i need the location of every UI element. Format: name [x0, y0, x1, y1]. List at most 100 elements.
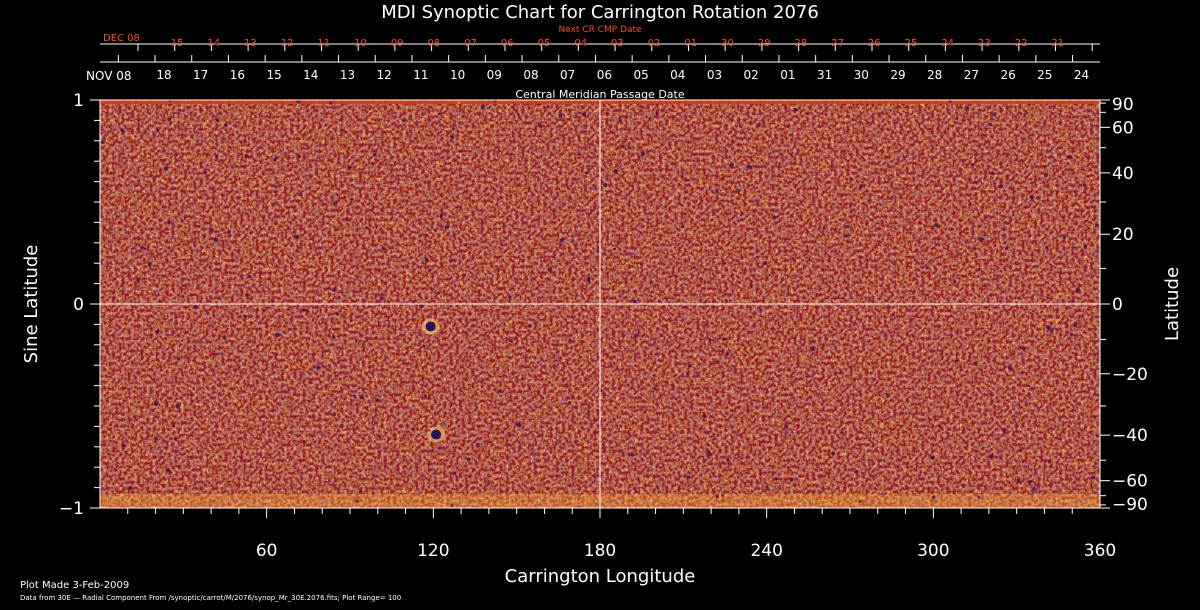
magnetic-speckle: [1094, 223, 1099, 228]
magnetic-speckle: [355, 499, 359, 503]
magnetic-speckle: [437, 112, 441, 116]
magnetic-speckle: [721, 494, 725, 497]
magnetic-speckle: [738, 124, 742, 128]
magnetic-speckle: [880, 422, 884, 426]
magnetic-speckle: [1069, 332, 1074, 337]
next-cr-date-label: 29: [758, 38, 771, 49]
next-cr-date-label: 10: [354, 38, 367, 49]
magnetic-speckle: [475, 442, 480, 447]
magnetic-speckle: [681, 225, 685, 229]
next-cr-date-label: 27: [831, 38, 844, 49]
magnetic-speckle: [374, 421, 378, 425]
magnetic-speckle: [197, 224, 200, 228]
magnetic-speckle: [466, 457, 471, 462]
magnetic-speckle: [1065, 360, 1069, 364]
magnetic-speckle: [196, 157, 198, 159]
next-cr-date-label: 24: [941, 38, 954, 49]
next-cr-date-label: 22: [1015, 38, 1028, 49]
magnetic-speckle: [110, 119, 113, 123]
magnetic-speckle: [800, 358, 804, 362]
magnetic-speckle: [372, 152, 377, 157]
magnetic-speckle: [1032, 487, 1036, 491]
magnetic-speckle: [537, 412, 540, 416]
magnetic-speckle: [258, 109, 262, 112]
magnetic-speckle: [1067, 154, 1073, 160]
magnetic-speckle: [204, 389, 208, 393]
magnetic-speckle: [245, 293, 249, 297]
cmp-axis-title: Central Meridian Passage Date: [515, 88, 684, 101]
magnetic-speckle: [166, 220, 171, 225]
magnetic-speckle: [601, 443, 605, 447]
cmp-date-label: 16: [230, 68, 245, 82]
next-cr-date-label: 08: [428, 38, 441, 49]
magnetic-speckle: [331, 335, 336, 339]
magnetic-speckle: [527, 323, 532, 328]
magnetic-speckle: [602, 182, 608, 188]
magnetic-speckle: [641, 151, 646, 156]
magnetic-speckle: [378, 283, 381, 286]
magnetic-speckle: [1021, 460, 1025, 464]
magnetic-speckle: [122, 444, 126, 448]
magnetic-speckle: [606, 401, 609, 405]
magnetic-speckle: [746, 164, 751, 170]
magnetic-speckle: [350, 197, 354, 201]
magnetic-speckle: [872, 167, 875, 169]
magnetic-speckle: [778, 390, 781, 393]
cmp-date-label: 26: [1000, 68, 1015, 82]
magnetic-speckle: [858, 500, 862, 504]
magnetic-speckle: [787, 300, 791, 303]
magnetic-speckle: [236, 282, 238, 284]
magnetic-speckle: [399, 247, 403, 251]
magnetic-speckle: [322, 294, 325, 298]
magnetic-speckle: [963, 184, 966, 187]
magnetic-speckle: [1046, 325, 1051, 330]
magnetic-speckle: [930, 455, 935, 460]
magnetic-speckle: [673, 129, 677, 133]
magnetic-speckle: [558, 114, 563, 119]
magnetic-speckle: [831, 451, 836, 456]
magnetic-speckle: [715, 190, 719, 194]
magnetic-speckle: [559, 238, 564, 243]
magnetic-speckle: [655, 112, 658, 115]
magnetic-speckle: [489, 318, 493, 321]
magnetic-speckle: [401, 218, 405, 222]
magnetic-speckle: [316, 365, 321, 370]
magnetic-speckle: [630, 453, 635, 457]
magnetic-speckle: [147, 262, 152, 267]
magnetic-speckle: [1019, 449, 1023, 452]
magnetic-speckle: [131, 135, 135, 139]
magnetic-speckle: [203, 456, 207, 460]
magnetic-speckle: [116, 278, 119, 281]
next-cr-date-label: 07: [464, 38, 477, 49]
magnetic-speckle: [799, 394, 802, 397]
magnetic-speckle: [155, 329, 159, 334]
magnetic-speckle: [1052, 185, 1057, 189]
magnetic-speckle: [763, 261, 768, 265]
y-left-tick-label: −1: [59, 499, 84, 519]
cmp-date-label: 04: [670, 68, 685, 82]
magnetic-speckle: [359, 394, 364, 399]
magnetic-speckle: [293, 447, 296, 450]
magnetic-speckle: [214, 155, 218, 158]
magnetic-speckle: [460, 282, 464, 286]
magnetic-speckle: [611, 179, 614, 182]
magnetic-speckle: [1003, 242, 1006, 245]
magnetic-speckle: [215, 118, 220, 123]
magnetic-speckle: [722, 337, 726, 341]
cmp-date-label: 30: [854, 68, 869, 82]
magnetic-speckle: [228, 230, 231, 233]
magnetic-speckle: [100, 140, 105, 144]
magnetic-speckle: [1062, 236, 1067, 240]
magnetic-speckle: [343, 430, 346, 434]
magnetic-speckle: [402, 119, 406, 123]
cmp-date-label: 10: [450, 68, 465, 82]
magnetic-speckle: [858, 237, 862, 241]
magnetic-speckle: [173, 436, 178, 441]
magnetic-speckle: [904, 485, 908, 488]
magnetic-speckle: [366, 422, 369, 425]
magnetic-speckle: [504, 103, 508, 107]
magnetic-speckle: [715, 360, 719, 364]
magnetic-speckle: [463, 273, 466, 276]
magnetic-speckle: [153, 401, 158, 406]
magnetic-speckle: [172, 424, 176, 428]
